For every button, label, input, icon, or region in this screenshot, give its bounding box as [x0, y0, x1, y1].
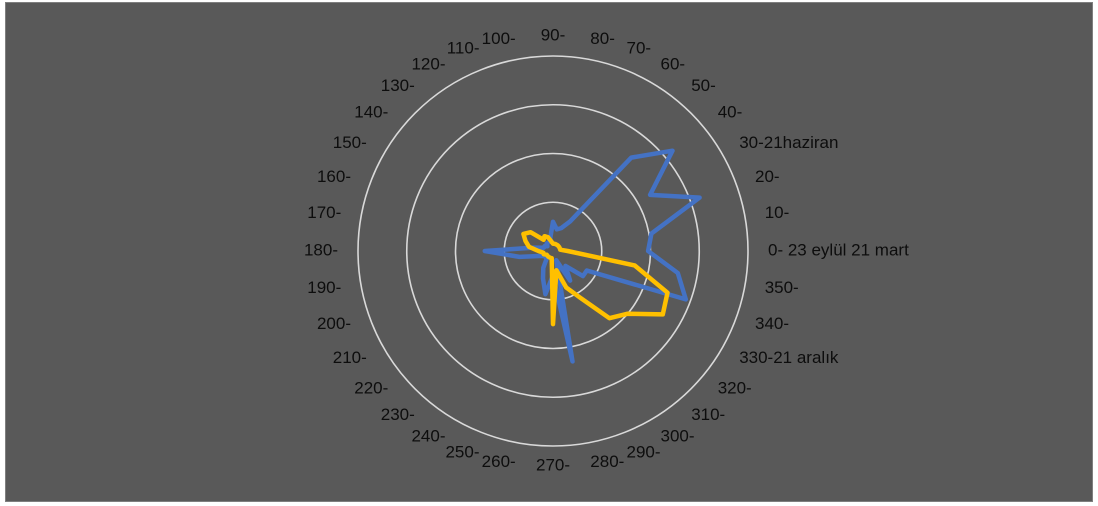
category-label: 80-: [590, 29, 615, 48]
category-label: 240-: [411, 427, 445, 446]
grid-ring-3: [405, 103, 701, 399]
grid-ring-4: [357, 55, 749, 447]
category-label: 230-: [381, 405, 415, 424]
category-label: 70-: [627, 38, 652, 57]
category-label: 140-: [354, 102, 388, 121]
category-label: 180-: [304, 240, 338, 259]
category-label: 210-: [333, 348, 367, 367]
category-label: 10-: [765, 203, 790, 222]
category-label: 100-: [482, 29, 516, 48]
category-label: 220-: [354, 379, 388, 398]
category-label: 250-: [445, 442, 479, 461]
series-line-1: [482, 148, 702, 364]
category-label: 110-: [447, 38, 480, 57]
category-label: 320-: [718, 379, 752, 398]
category-label: 60-: [661, 54, 686, 73]
category-label: 130-: [381, 76, 415, 95]
category-label: 330-21 aralık: [739, 348, 839, 367]
category-label: 280-: [590, 452, 624, 471]
series-line-2: [521, 229, 670, 327]
category-label: 310-: [691, 405, 725, 424]
category-label: 270-: [536, 455, 570, 474]
category-label: 20-: [755, 167, 780, 186]
category-label: 300-: [661, 427, 695, 446]
category-label: 190-: [307, 278, 341, 297]
category-label: 340-: [755, 314, 789, 333]
category-label: 290-: [627, 442, 661, 461]
category-label: 40-: [718, 102, 743, 121]
category-label: 30-21haziran: [739, 133, 838, 152]
category-label: 160-: [317, 167, 351, 186]
category-label: 0- 23 eylül 21 mart: [768, 240, 909, 259]
category-label: 200-: [317, 314, 351, 333]
category-label: 150-: [333, 133, 367, 152]
category-label: 260-: [482, 452, 516, 471]
category-label: 120-: [411, 54, 445, 73]
category-label: 350-: [765, 278, 799, 297]
chart-area: 0- 23 eylül 21 mart 10- 20- 30-21haziran 40-…: [5, 2, 1093, 502]
category-label: 170-: [307, 203, 341, 222]
radar-chart: 0- 23 eylül 21 mart 10- 20- 30-21haziran 40-…: [304, 25, 909, 474]
category-label: 50-: [691, 76, 716, 95]
category-label: 90-: [541, 25, 566, 44]
